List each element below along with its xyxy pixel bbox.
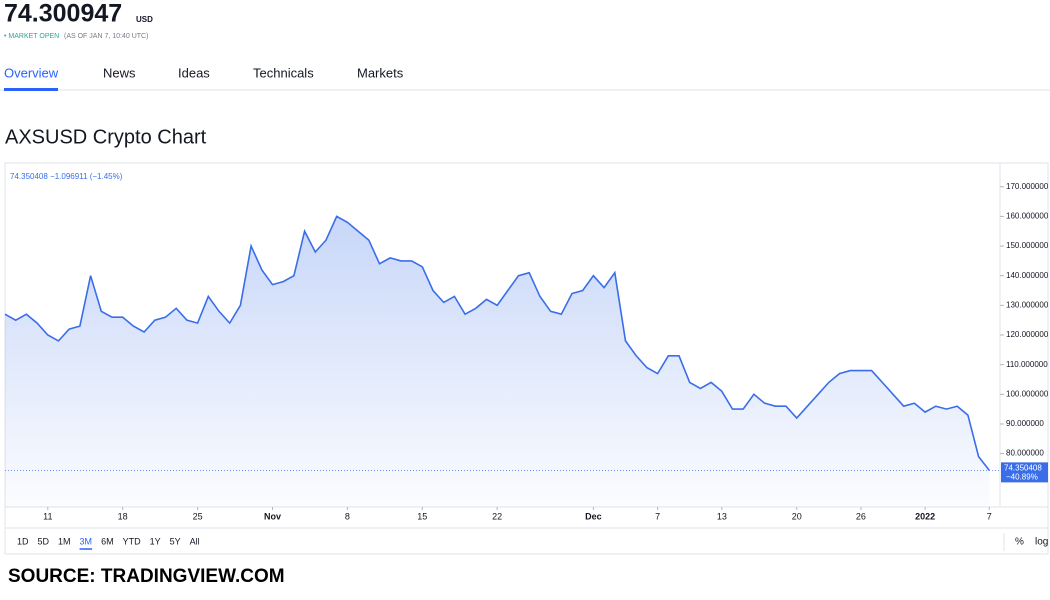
x-tick-label: 7 [655, 511, 660, 521]
market-status: • MARKET OPEN [4, 33, 59, 40]
range-button[interactable]: 5Y [170, 536, 181, 546]
tab[interactable]: Markets [357, 65, 404, 80]
tab[interactable]: Technicals [253, 65, 314, 80]
source: SOURCE: TRADINGVIEW.COM [8, 566, 285, 587]
range-button[interactable]: 6M [101, 536, 114, 546]
x-tick-label: 7 [987, 511, 992, 521]
y-tick-label: 110.000000 [1006, 360, 1048, 369]
price-tag-change: −40.89% [1006, 472, 1038, 481]
x-tick-label: Nov [264, 511, 281, 521]
chart-legend: 74.350408 −1.096911 (−1.45%) [10, 172, 123, 181]
range-button[interactable]: YTD [123, 536, 142, 546]
range-button[interactable]: 1M [58, 536, 71, 546]
price: 74.300947 [4, 0, 122, 28]
y-tick-label: 150.000000 [1006, 241, 1049, 250]
currency: USD [136, 15, 153, 24]
price-tag [1001, 462, 1048, 483]
price-tag-value: 74.350408 [1004, 463, 1042, 472]
scale-option[interactable]: log [1035, 537, 1048, 548]
range-button[interactable]: 1D [17, 536, 29, 546]
y-tick-label: 130.000000 [1006, 300, 1049, 309]
range-button[interactable]: 5D [38, 536, 50, 546]
x-tick-label: 25 [193, 511, 203, 521]
x-tick-label: Dec [585, 511, 602, 521]
y-tick-label: 120.000000 [1006, 330, 1049, 339]
area [5, 216, 990, 507]
x-tick-label: 18 [118, 511, 128, 521]
y-tick-label: 160.000000 [1006, 211, 1049, 220]
y-tick-label: 170.000000 [1006, 182, 1049, 191]
x-tick-label: 26 [856, 511, 866, 521]
x-tick-label: 15 [417, 511, 427, 521]
tab[interactable]: Ideas [178, 65, 210, 80]
x-tick-label: 8 [345, 511, 350, 521]
y-tick-label: 90.000000 [1006, 419, 1044, 428]
x-tick-label: 13 [717, 511, 727, 521]
y-tick-label: 80.000000 [1006, 449, 1044, 458]
y-tick-label: 140.000000 [1006, 271, 1049, 280]
range-button[interactable]: 3M [80, 536, 93, 546]
tab[interactable]: Overview [4, 65, 59, 80]
x-tick-label: 22 [492, 511, 502, 521]
scale-option[interactable]: % [1015, 537, 1024, 548]
x-tick-label: 11 [43, 511, 52, 521]
tab-indicator [4, 88, 58, 91]
y-tick-label: 100.000000 [1006, 389, 1049, 398]
range-button[interactable]: All [190, 536, 200, 546]
tab[interactable]: News [103, 65, 136, 80]
as-of: (AS OF JAN 7, 10:40 UTC) [64, 33, 148, 40]
range-button[interactable]: 1Y [150, 536, 161, 546]
section-title: AXSUSD Crypto Chart [5, 126, 207, 148]
x-tick-label: 2022 [915, 511, 935, 521]
price-line [4, 215, 990, 471]
x-tick-label: 20 [792, 511, 802, 521]
